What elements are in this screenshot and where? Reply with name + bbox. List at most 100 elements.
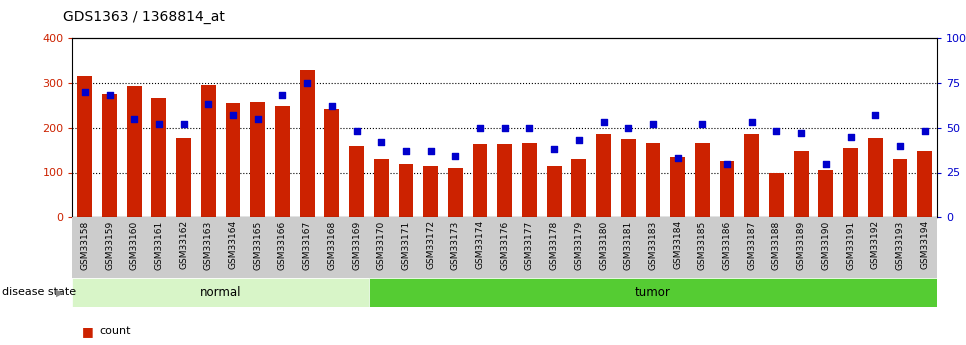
Point xyxy=(201,101,216,107)
Bar xyxy=(572,159,586,217)
Text: GSM33186: GSM33186 xyxy=(723,220,731,270)
Text: GSM33189: GSM33189 xyxy=(797,220,806,270)
Bar xyxy=(250,102,265,217)
Point xyxy=(250,116,266,121)
Point xyxy=(917,128,932,134)
Bar xyxy=(102,94,117,217)
Text: GSM33161: GSM33161 xyxy=(155,220,163,270)
Bar xyxy=(325,109,339,217)
Text: GSM33173: GSM33173 xyxy=(451,220,460,270)
Text: GSM33183: GSM33183 xyxy=(648,220,658,270)
Bar xyxy=(374,159,388,217)
Bar xyxy=(77,76,92,217)
Point xyxy=(274,92,290,98)
Text: disease state: disease state xyxy=(2,287,76,297)
Point xyxy=(299,80,315,86)
Point xyxy=(497,125,513,130)
Text: GSM33191: GSM33191 xyxy=(846,220,855,270)
Bar xyxy=(745,134,759,217)
Text: GSM33164: GSM33164 xyxy=(229,220,238,269)
Point xyxy=(720,161,735,166)
Text: GSM33179: GSM33179 xyxy=(575,220,583,270)
Point xyxy=(547,146,562,152)
Bar xyxy=(596,134,611,217)
Text: GSM33174: GSM33174 xyxy=(475,220,485,269)
Point xyxy=(744,119,759,125)
Bar xyxy=(645,143,661,217)
Point xyxy=(176,121,191,127)
Point xyxy=(867,112,883,118)
Point xyxy=(893,143,908,148)
Point xyxy=(325,104,340,109)
Bar xyxy=(72,278,369,307)
Point xyxy=(695,121,710,127)
Text: GSM33170: GSM33170 xyxy=(377,220,385,270)
Text: GSM33185: GSM33185 xyxy=(697,220,707,270)
Text: GSM33176: GSM33176 xyxy=(500,220,509,270)
Point xyxy=(596,119,611,125)
Point xyxy=(77,89,93,95)
Text: GSM33159: GSM33159 xyxy=(105,220,114,270)
Text: GSM33162: GSM33162 xyxy=(179,220,188,269)
Text: GSM33180: GSM33180 xyxy=(599,220,608,270)
Bar xyxy=(695,143,710,217)
Bar xyxy=(522,143,537,217)
Bar xyxy=(472,144,488,217)
Point xyxy=(620,125,636,130)
Point xyxy=(522,125,537,130)
Bar xyxy=(670,157,685,217)
Point xyxy=(447,154,463,159)
Bar xyxy=(769,172,783,217)
Bar xyxy=(369,278,937,307)
Text: GSM33172: GSM33172 xyxy=(426,220,435,269)
Text: GSM33193: GSM33193 xyxy=(895,220,904,270)
Bar xyxy=(349,146,364,217)
Text: GSM33188: GSM33188 xyxy=(772,220,781,270)
Bar xyxy=(201,85,215,217)
Bar xyxy=(621,139,636,217)
Text: count: count xyxy=(99,326,131,336)
Point xyxy=(423,148,439,154)
Point xyxy=(843,134,859,139)
Text: GSM33168: GSM33168 xyxy=(327,220,336,270)
Point xyxy=(769,128,784,134)
Point xyxy=(101,92,117,98)
Bar xyxy=(843,148,858,217)
Text: ■: ■ xyxy=(82,325,94,338)
Bar xyxy=(818,170,834,217)
Bar xyxy=(226,103,241,217)
Text: GSM33158: GSM33158 xyxy=(80,220,89,270)
Text: GSM33167: GSM33167 xyxy=(302,220,312,270)
Text: GSM33171: GSM33171 xyxy=(402,220,411,270)
Text: GSM33160: GSM33160 xyxy=(129,220,139,270)
Point xyxy=(793,130,809,136)
Text: GSM33194: GSM33194 xyxy=(921,220,929,269)
Point xyxy=(374,139,389,145)
Text: tumor: tumor xyxy=(635,286,670,299)
Text: GSM33163: GSM33163 xyxy=(204,220,213,270)
Text: GSM33187: GSM33187 xyxy=(748,220,756,270)
Text: GSM33165: GSM33165 xyxy=(253,220,262,270)
Point xyxy=(152,121,167,127)
Text: normal: normal xyxy=(200,286,242,299)
Text: GSM33181: GSM33181 xyxy=(624,220,633,270)
Text: GDS1363 / 1368814_at: GDS1363 / 1368814_at xyxy=(63,10,225,24)
Point xyxy=(127,116,142,121)
Point xyxy=(645,121,661,127)
Point xyxy=(571,137,586,143)
Bar xyxy=(547,166,561,217)
Point xyxy=(225,112,241,118)
Bar xyxy=(918,151,932,217)
Text: ▶: ▶ xyxy=(56,287,64,297)
Bar xyxy=(127,86,142,217)
Bar xyxy=(448,168,463,217)
Text: GSM33184: GSM33184 xyxy=(673,220,682,269)
Bar xyxy=(497,144,512,217)
Text: GSM33169: GSM33169 xyxy=(352,220,361,270)
Bar xyxy=(893,159,907,217)
Point xyxy=(398,148,413,154)
Bar xyxy=(275,106,290,217)
Bar xyxy=(867,138,883,217)
Bar xyxy=(399,164,413,217)
Bar xyxy=(794,151,809,217)
